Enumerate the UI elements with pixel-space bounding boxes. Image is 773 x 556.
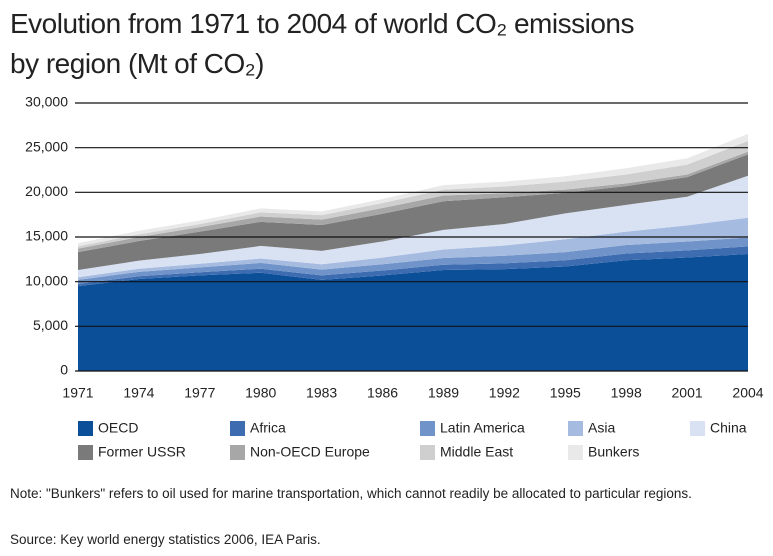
legend-label: China [710,420,747,436]
legend-label: Middle East [440,444,513,460]
chart-title: Evolution from 1971 to 2004 of world CO₂… [10,8,634,79]
x-tick-label: 1995 [550,385,581,401]
area [78,175,748,278]
legend-label: Non-OECD Europe [250,444,370,460]
x-tick-label: 1971 [62,385,93,401]
legend-swatch [230,445,245,460]
x-tick-label: 1989 [428,385,459,401]
x-tick-label: 1980 [245,385,276,401]
y-tick-label: 5,000 [33,317,68,333]
legend-swatch [78,445,93,460]
legend-label: Asia [588,420,615,436]
chart: 0 5,000 10,000 15,000 20,000 25,000 30,000 1971… [25,94,764,460]
legend-swatch [420,445,435,460]
legend-swatch [230,421,245,436]
y-tick-label: 0 [60,362,68,378]
source: Source: Key world energy statistics 2006… [10,532,321,547]
legend-swatch [568,421,583,436]
x-tick-label: 1983 [306,385,337,401]
y-tick-label: 15,000 [25,228,68,244]
legend-label: Bunkers [588,444,639,460]
y-tick-label: 10,000 [25,272,68,288]
legend-label: Latin America [440,420,525,436]
area [78,151,748,253]
legend-label: Africa [250,420,286,436]
legend-swatch [568,445,583,460]
y-tick-label: 25,000 [25,138,68,154]
x-tick-label: 1992 [489,385,520,401]
legend-swatch [78,421,93,436]
x-tick-label: 2001 [672,385,703,401]
y-tick-label: 20,000 [25,183,68,199]
x-tick-label: 1986 [367,385,398,401]
legend-label: Former USSR [98,444,186,460]
area [78,154,748,271]
legend-swatch [420,421,435,436]
x-tick-label: 1974 [123,385,154,401]
area [78,237,748,284]
legend-label: OECD [98,420,138,436]
x-tick-label: 1998 [611,385,642,401]
y-tick-label: 30,000 [25,94,68,110]
legend-swatch [690,421,705,436]
area [78,253,748,371]
x-tick-label: 1977 [184,385,215,401]
x-tick-label: 2004 [732,385,763,401]
note: Note: "Bunkers" refers to oil used for m… [10,486,692,501]
